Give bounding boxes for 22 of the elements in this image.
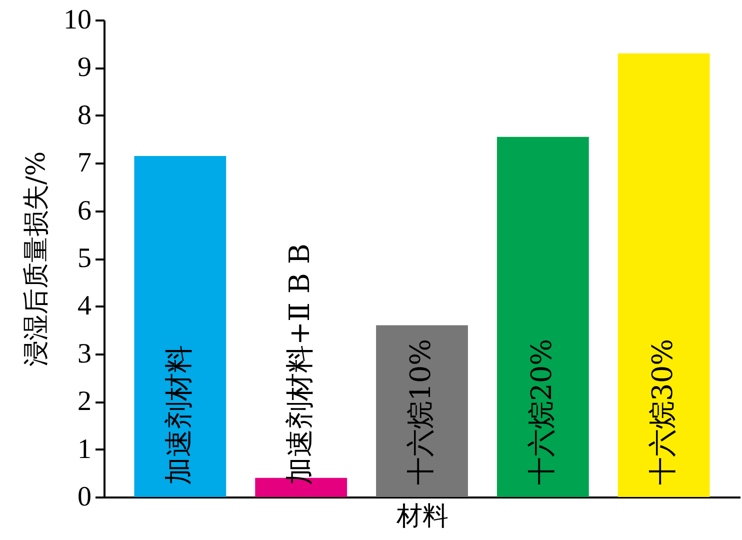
x-tick-label: 加速剂材料+Ⅱ B B <box>283 244 316 485</box>
y-tick-label: 9 <box>78 52 92 84</box>
bar <box>496 136 589 497</box>
y-tick-label: 0 <box>78 482 92 512</box>
y-tick-label: 5 <box>78 243 92 274</box>
bar <box>376 325 468 497</box>
bar <box>134 156 226 497</box>
y-tick-label: 1 <box>78 434 92 465</box>
x-tick-label: 十六烷10% <box>404 338 437 485</box>
y-tick-label: 7 <box>78 148 92 179</box>
x-axis-title: 材料 <box>396 502 448 532</box>
x-tick-label: 加速剂材料 <box>162 345 196 485</box>
y-axis-title: 浸湿后质量损失/% <box>22 151 52 367</box>
x-tick-label: 十六烷20% <box>524 338 558 485</box>
y-tick-label: 4 <box>78 290 92 322</box>
y-tick-label: 10 <box>64 4 92 36</box>
y-tick-label: 3 <box>78 338 92 370</box>
y-tick-label: 2 <box>78 386 92 418</box>
x-tick-label: 十六烷30% <box>646 338 679 485</box>
bar <box>618 53 710 497</box>
y-tick-label: 6 <box>78 195 92 226</box>
y-tick-label: 8 <box>78 100 92 131</box>
